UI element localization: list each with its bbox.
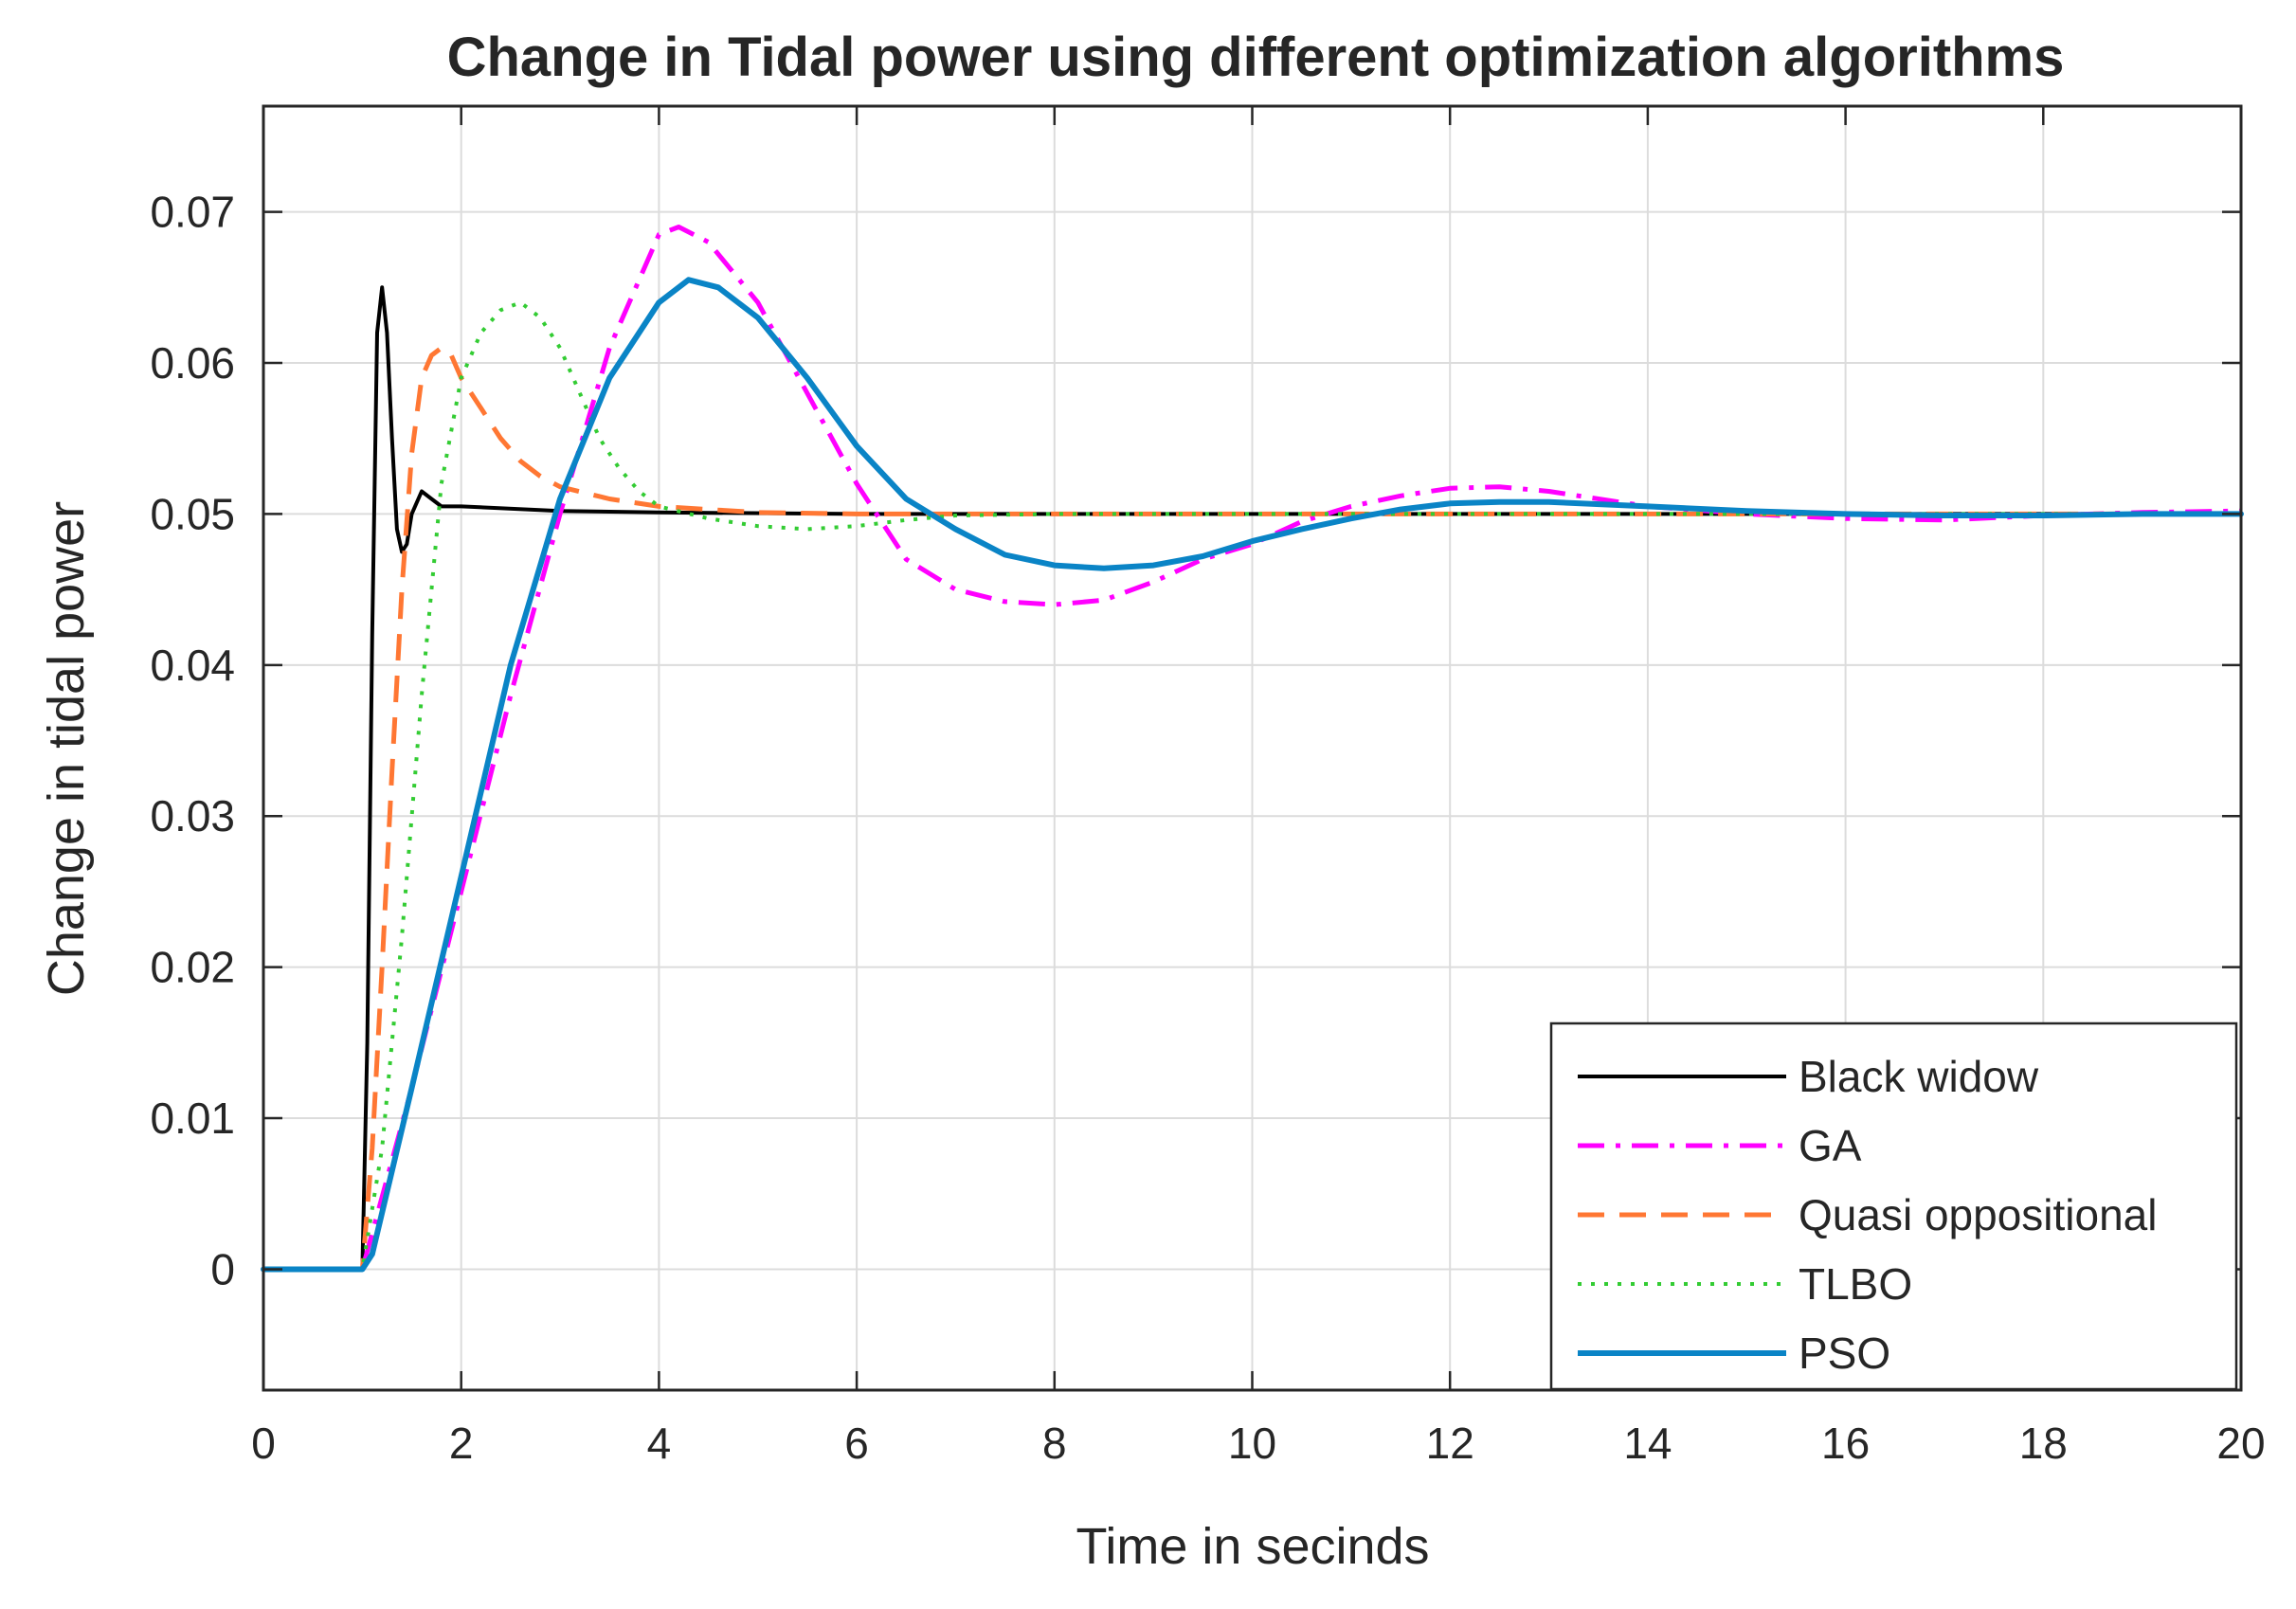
y-tick-label: 0.04	[150, 641, 235, 690]
y-tick-label: 0.03	[150, 791, 235, 841]
x-tick-label: 20	[2216, 1419, 2265, 1468]
x-tick-label: 6	[844, 1419, 869, 1468]
y-tick-label: 0.07	[150, 188, 235, 237]
series-layer	[261, 225, 2244, 1273]
x-tick-label: 10	[1228, 1419, 1276, 1468]
y-axis-label: Change in tidal power	[38, 501, 95, 996]
series-line-pso	[261, 277, 2244, 1273]
legend-label: Quasi oppositional	[1799, 1190, 2157, 1239]
series-line-ga	[263, 225, 2242, 1272]
legend: Black widow GA Quasi oppositional TLBO PSO	[1549, 1021, 2238, 1391]
series-line-tlbo	[263, 300, 2241, 1272]
legend-box	[1549, 1021, 2238, 1391]
legend-label: GA	[1799, 1121, 1862, 1170]
legend-label: PSO	[1799, 1329, 1890, 1378]
x-tick-label: 4	[647, 1419, 672, 1468]
x-tick-label: 0	[251, 1419, 276, 1468]
y-tick-label: 0.05	[150, 489, 235, 538]
x-axis-label: Time in secinds	[1076, 1518, 1429, 1575]
y-tick-label: 0.06	[150, 338, 235, 388]
y-tick-label: 0.01	[150, 1094, 235, 1143]
x-tick-label: 8	[1042, 1419, 1067, 1468]
legend-label: TLBO	[1799, 1259, 1912, 1309]
x-tick-label: 2	[449, 1419, 474, 1468]
x-tick-label: 16	[1821, 1419, 1870, 1468]
tick-labels: 0 2 4 6 8 10 12 14 16 18 20 0 0.01 0.02 0.03 0.04 0.05 0.…	[150, 188, 2265, 1468]
x-tick-label: 12	[1426, 1419, 1474, 1468]
series-line-quasi-oppositional	[263, 345, 2241, 1272]
y-tick-label: 0.02	[150, 943, 235, 992]
ticks	[262, 106, 2243, 1390]
series-line-black-widow	[262, 285, 2243, 1272]
chart-title: Change in Tidal power using different op…	[447, 27, 2065, 88]
x-tick-label: 18	[2019, 1419, 2068, 1468]
x-tick-label: 14	[1623, 1419, 1672, 1468]
legend-label: Black widow	[1799, 1052, 2039, 1101]
y-tick-label: 0	[210, 1244, 235, 1293]
